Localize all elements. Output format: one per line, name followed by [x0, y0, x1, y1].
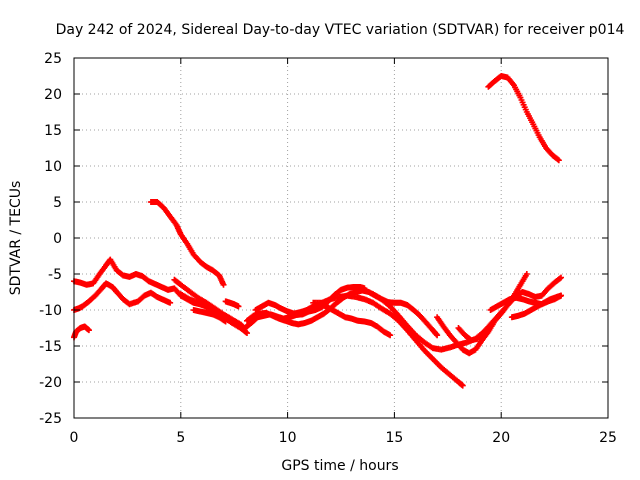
x-tick-label: 25	[599, 430, 617, 446]
x-axis-label: GPS time / hours	[281, 458, 398, 474]
series-arc-7	[190, 307, 229, 325]
y-tick-label: -20	[39, 375, 62, 391]
data-point	[235, 303, 242, 310]
y-tick-label: 20	[44, 87, 62, 103]
data-point	[555, 157, 562, 164]
data-point	[242, 329, 249, 336]
series-arc-8	[222, 298, 242, 310]
axis-ticks	[73, 57, 609, 419]
data-point	[85, 327, 92, 334]
data-point	[167, 299, 174, 306]
x-tick-label: 0	[70, 430, 79, 446]
data-point	[244, 330, 251, 337]
data-point	[434, 332, 441, 339]
data-point	[556, 275, 563, 282]
x-tick-label: 20	[492, 430, 510, 446]
y-tick-label: 0	[53, 231, 62, 247]
series-arc-15	[455, 274, 565, 344]
series-arc-3	[71, 323, 92, 341]
data-point	[459, 382, 466, 389]
data-point	[558, 274, 565, 281]
y-tick-label: -25	[39, 411, 62, 427]
data-point	[554, 156, 561, 163]
x-tick-label: 10	[279, 430, 297, 446]
y-axis-label: SDTVAR / TECUs	[8, 181, 24, 296]
series-arc-13	[370, 291, 496, 353]
x-tick-label: 15	[385, 430, 403, 446]
y-tick-label: 25	[44, 51, 62, 67]
data-point	[387, 332, 394, 339]
x-tick-label: 5	[176, 430, 185, 446]
series-arc-4	[147, 199, 227, 288]
y-tick-label: 5	[53, 195, 62, 211]
chart-title: Day 242 of 2024, Sidereal Day-to-day VTE…	[56, 22, 625, 38]
y-tick-label: -15	[39, 339, 62, 355]
y-tick-label: 15	[44, 123, 62, 139]
data-point	[220, 281, 227, 288]
data-point	[523, 271, 530, 277]
tick-labels: 0 5 10 15 20 25 -25 -20 -15 -10 -5 0 5 10 15 20 25	[39, 51, 617, 446]
data-points	[71, 73, 565, 389]
y-tick-label: -10	[39, 303, 62, 319]
y-tick-label: 10	[44, 159, 62, 175]
data-point	[222, 318, 229, 325]
y-tick-label: -5	[48, 267, 62, 283]
series-arc-18	[485, 73, 562, 164]
data-point	[558, 292, 565, 299]
series-arc-17	[508, 292, 565, 321]
